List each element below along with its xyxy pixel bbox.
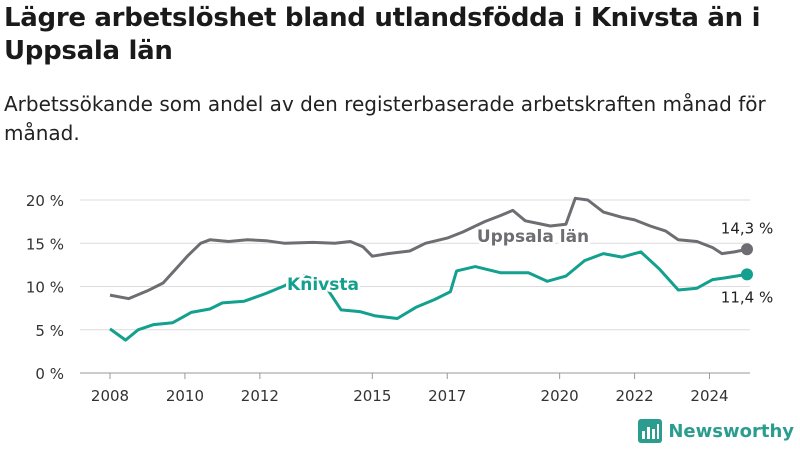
series-end-value-label: 11,4 % [721, 288, 773, 306]
series-line-knivsta [109, 250, 748, 342]
chart-subtitle: Arbetssökande som andel av den registerb… [4, 92, 766, 145]
series-name-label: Knivsta [287, 275, 359, 295]
x-tick-label: 2020 [541, 387, 579, 405]
x-tick-label: 2017 [428, 387, 466, 405]
x-tick-label: 2008 [91, 387, 129, 405]
gridlines [80, 199, 750, 374]
brand-name: Newsworthy [668, 420, 794, 442]
x-tick-label: 2015 [353, 387, 391, 405]
series-line-uppsala-ln [109, 196, 748, 301]
y-tick-label: 15 % [26, 235, 64, 253]
series-labels: 14,3 % Uppsala län 11,4 % Knivsta [285, 217, 776, 308]
y-tick-label: 0 % [35, 365, 64, 383]
y-tick-label: 10 % [26, 279, 64, 297]
x-tick-label: 2022 [615, 387, 653, 405]
x-tick-label: 2012 [241, 387, 279, 405]
x-tick-label: 2024 [690, 387, 728, 405]
y-tick-label: 20 % [26, 192, 64, 210]
y-axis-tick-labels: 0 % 5 % 10 % 15 % 20 % [26, 192, 64, 383]
series-lines [109, 196, 753, 342]
series-end-point [741, 268, 753, 281]
newsworthy-logo: Newsworthy [638, 418, 794, 444]
x-tick-label: 2010 [166, 387, 204, 405]
series-name-label: Uppsala län [477, 227, 589, 247]
x-axis-tick-labels: 2008 2010 2012 2015 2017 2020 2022 2024 [91, 373, 729, 405]
chart-title: Lägre arbetslöshet bland utlandsfödda i … [4, 3, 761, 66]
bar-chart-icon [638, 419, 663, 443]
series-end-value-label: 14,3 % [721, 219, 773, 237]
y-tick-label: 5 % [35, 322, 64, 340]
series-end-point [741, 243, 753, 256]
